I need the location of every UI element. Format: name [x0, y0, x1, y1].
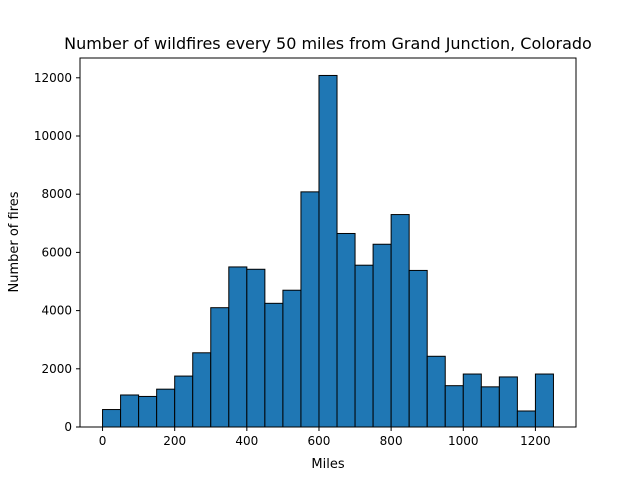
- histogram-bar: [516, 410, 536, 428]
- chart-title: Number of wildfires every 50 miles from …: [64, 34, 592, 53]
- histogram-bar: [192, 352, 212, 428]
- y-tick-label: 12000: [34, 71, 72, 85]
- histogram-bar: [480, 386, 500, 428]
- x-axis-ticks: 0 200 400 600 800 1000 1200: [99, 427, 551, 448]
- x-tick-label: 800: [380, 434, 403, 448]
- x-axis-label: Miles: [311, 457, 344, 472]
- histogram-bar: [534, 373, 554, 428]
- histogram-bar: [318, 74, 338, 428]
- histogram-bar: [390, 214, 410, 428]
- bars-group: [102, 74, 554, 428]
- histogram-bar: [174, 375, 194, 428]
- y-tick-label: 6000: [41, 245, 72, 259]
- y-axis-label: Number of fires: [7, 191, 22, 292]
- histogram-bar: [228, 266, 248, 428]
- histogram-bar: [354, 264, 374, 428]
- y-tick-label: 0: [64, 420, 72, 434]
- histogram-bar: [444, 385, 464, 428]
- histogram-bar: [282, 289, 302, 428]
- histogram-bar: [462, 373, 482, 428]
- y-tick-label: 10000: [34, 129, 72, 143]
- x-tick-label: 400: [235, 434, 258, 448]
- x-tick-label: 600: [308, 434, 331, 448]
- x-tick-label: 1200: [520, 434, 551, 448]
- histogram-bar: [408, 269, 428, 428]
- histogram-bar: [156, 388, 176, 428]
- histogram-bar: [300, 191, 320, 428]
- y-tick-label: 8000: [41, 187, 72, 201]
- y-tick-label: 2000: [41, 362, 72, 376]
- x-tick-label: 1000: [448, 434, 479, 448]
- x-tick-label: 0: [99, 434, 107, 448]
- histogram-bar: [120, 394, 140, 428]
- histogram-bar: [246, 268, 266, 428]
- y-axis-ticks: 0 2000 4000 6000 8000 10000 12000: [34, 71, 80, 434]
- histogram-bar: [426, 355, 446, 428]
- histogram-bar: [336, 232, 356, 428]
- x-tick-label: 200: [163, 434, 186, 448]
- histogram-bar: [210, 307, 230, 428]
- histogram-bar: [102, 409, 122, 428]
- y-tick-label: 4000: [41, 304, 72, 318]
- histogram-bar: [498, 376, 518, 428]
- histogram-bar: [138, 395, 158, 428]
- plot-frame: [79, 57, 577, 428]
- histogram-bar: [264, 302, 284, 428]
- histogram-bar: [372, 243, 392, 428]
